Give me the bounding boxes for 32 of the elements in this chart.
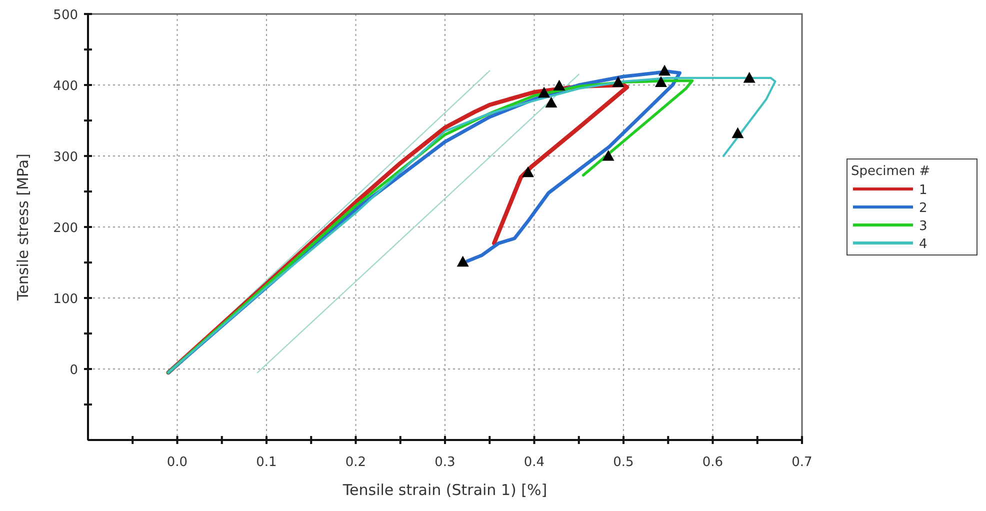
legend-title: Specimen # xyxy=(851,164,930,179)
legend-label: 2 xyxy=(919,201,928,216)
x-tick-label: 0.3 xyxy=(434,455,456,470)
y-tick-label: 200 xyxy=(53,221,78,236)
y-tick-label: 400 xyxy=(53,79,78,94)
point xyxy=(654,76,667,87)
point xyxy=(553,80,566,91)
legend-label: 4 xyxy=(919,237,928,252)
point xyxy=(658,64,671,76)
point xyxy=(743,72,756,83)
x-tick-label: 0.2 xyxy=(345,455,366,470)
point xyxy=(456,256,469,267)
x-tick-label: 0.1 xyxy=(256,455,277,470)
point xyxy=(538,86,550,98)
point xyxy=(545,96,558,108)
y-axis-title: Tensile stress [MPa] xyxy=(14,154,32,302)
y-tick-label: 500 xyxy=(53,8,78,23)
point xyxy=(602,150,614,161)
legend-label: 1 xyxy=(919,183,928,198)
x-tick-label: 0.4 xyxy=(524,455,545,470)
x-tick-label: 0.7 xyxy=(792,455,812,470)
point xyxy=(732,127,744,138)
y-tick-label: 300 xyxy=(53,150,78,165)
x-tick-label: 0.5 xyxy=(613,455,634,470)
y-tick-label: 100 xyxy=(53,292,78,307)
x-tick-label: 0.0 xyxy=(166,455,188,470)
x-axis-title: Tensile strain (Strain 1) [%] xyxy=(342,481,548,499)
point xyxy=(522,166,534,178)
legend-label: 3 xyxy=(919,219,928,234)
point xyxy=(612,76,624,87)
y-tick-label: 0 xyxy=(70,363,78,378)
x-tick-label: 0.6 xyxy=(702,455,724,470)
